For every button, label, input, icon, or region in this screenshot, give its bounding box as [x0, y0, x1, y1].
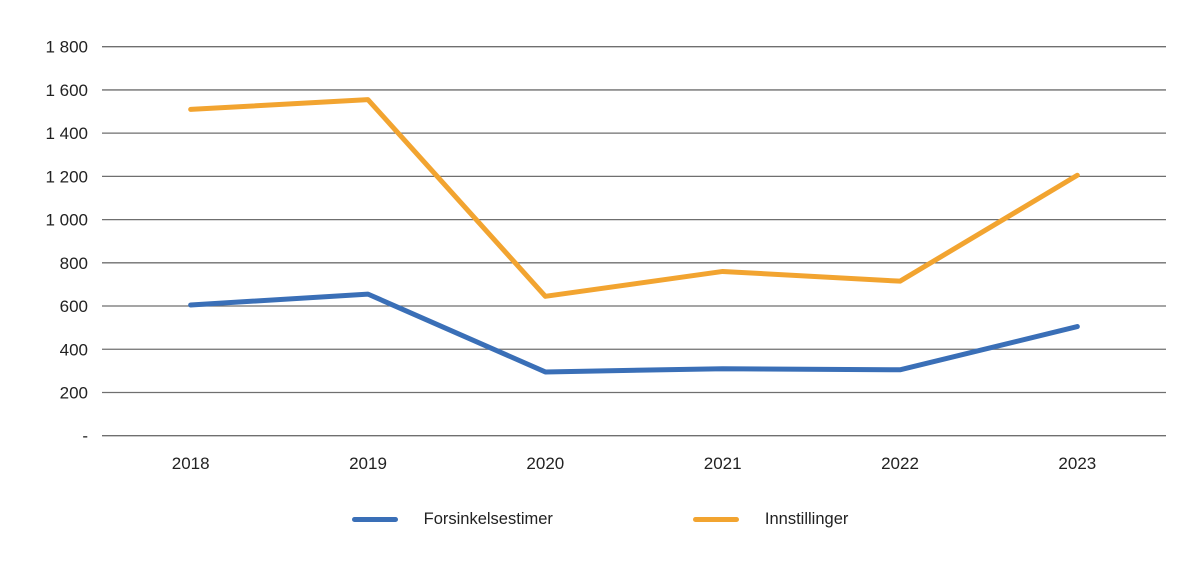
x-tick-label: 2018 [172, 454, 210, 473]
y-tick-label: 1 800 [45, 38, 88, 57]
x-tick-label: 2023 [1058, 454, 1096, 473]
x-tick-label: 2021 [704, 454, 742, 473]
x-tick-label: 2020 [526, 454, 564, 473]
y-tick-label: 1 600 [45, 81, 88, 100]
y-tick-label: 1 200 [45, 167, 88, 186]
legend-label-forsinkelsestimer: Forsinkelsestimer [423, 510, 553, 528]
y-tick-label: 1 400 [45, 124, 88, 143]
legend: Forsinkelsestimer Innstillinger [0, 510, 1200, 529]
legend-item-forsinkelsestimer: Forsinkelsestimer [351, 510, 553, 529]
series-line-forsinkelsestimer [188, 291, 1080, 375]
x-tick-label: 2022 [881, 454, 919, 473]
legend-item-innstillinger: Innstillinger [692, 510, 849, 529]
chart-svg: - 200 400 600 800 1 000 1 200 1 400 1 600 1 800 20… [45, 38, 1166, 473]
legend-label-innstillinger: Innstillinger [764, 510, 849, 528]
y-tick-label: 800 [60, 254, 88, 273]
legend-swatch-innstillinger [692, 517, 739, 522]
x-tick-label: 2019 [349, 454, 387, 473]
legend-swatch-forsinkelsestimer [351, 517, 398, 522]
y-tick-label: 600 [60, 297, 88, 316]
y-tick-label: - [82, 427, 88, 446]
y-tick-label: 1 000 [45, 211, 88, 230]
series-line-innstillinger [188, 97, 1080, 299]
y-tick-label: 200 [60, 383, 88, 402]
y-tick-label: 400 [60, 340, 88, 359]
